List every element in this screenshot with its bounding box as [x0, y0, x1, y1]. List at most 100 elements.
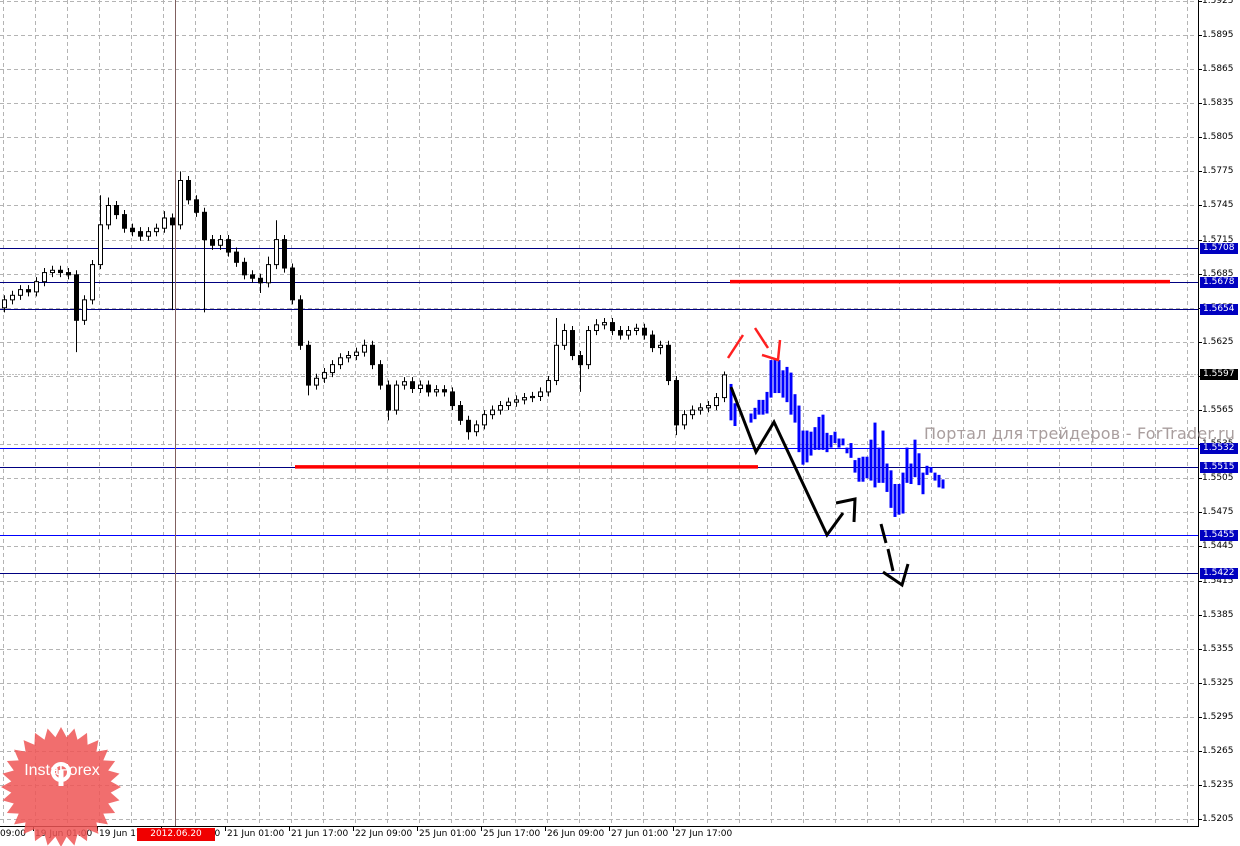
candle-body — [234, 251, 239, 263]
candle-body — [218, 239, 223, 246]
candle — [234, 247, 239, 267]
candle-body — [346, 355, 351, 359]
projection-bar — [941, 479, 945, 489]
price-tick-label: 1.5895 — [1202, 29, 1234, 40]
gear-icon — [51, 762, 71, 786]
candle — [466, 415, 471, 440]
candle — [482, 410, 487, 430]
red-zone-lines — [295, 279, 1170, 469]
projection-bar — [881, 430, 885, 483]
candle — [138, 227, 143, 241]
red-mark-3 — [761, 339, 782, 362]
price-tick-label: 1.5565 — [1202, 404, 1234, 415]
candle-body — [82, 299, 87, 321]
candle-body — [242, 261, 247, 276]
candle — [714, 393, 719, 411]
candle-body — [538, 391, 543, 397]
candle — [258, 273, 263, 294]
red-mark-1 — [726, 334, 745, 359]
candle-body — [298, 299, 303, 346]
candle-body — [426, 384, 431, 393]
candle — [634, 323, 639, 336]
projection-bar — [729, 383, 733, 421]
candle — [530, 391, 535, 403]
projection-bar — [793, 394, 797, 423]
watermark-text: Портал для трейдеров - ForTrader.ru — [924, 424, 1236, 443]
projection-bar — [773, 358, 777, 394]
candle — [18, 285, 23, 300]
candle-body — [266, 264, 271, 284]
candle-body — [490, 409, 495, 416]
candle — [274, 220, 279, 270]
candle-body — [706, 405, 711, 409]
candle-body — [626, 330, 631, 336]
price-tick-label: 1.5625 — [1202, 336, 1234, 347]
candle — [578, 350, 583, 392]
candle-body — [546, 380, 551, 393]
candle — [98, 195, 103, 270]
candle — [170, 213, 175, 311]
candle-body — [114, 205, 119, 216]
candle — [410, 377, 415, 394]
projection-bar — [885, 463, 889, 492]
candle-body — [466, 419, 471, 433]
candle — [418, 380, 423, 394]
price-level-label: 1.5422 — [1200, 568, 1238, 579]
candle-body — [498, 405, 503, 411]
time-tick-label: 21 Jun 17:00 — [291, 829, 349, 839]
candle — [34, 277, 39, 297]
time-tick-label: 09:00 — [0, 829, 26, 839]
candle-body — [98, 224, 103, 266]
candle — [194, 195, 199, 217]
candle-body — [122, 214, 127, 229]
projection-bar — [889, 470, 893, 508]
candle — [106, 197, 111, 230]
price-tick-label: 1.5445 — [1202, 540, 1234, 551]
projection-bar — [781, 370, 785, 398]
projection-bar — [845, 447, 849, 454]
candle — [626, 325, 631, 340]
time-tick-label: 22 Jun 09:00 — [355, 829, 413, 839]
candle — [58, 265, 63, 278]
candle — [42, 268, 47, 287]
candle — [242, 257, 247, 280]
candle — [226, 235, 231, 257]
candle — [338, 353, 343, 370]
candle — [82, 295, 87, 325]
candle — [250, 270, 255, 283]
price-level-label: 1.5532 — [1200, 443, 1238, 454]
candle — [546, 376, 551, 397]
candle — [218, 235, 223, 250]
price-level-label: 1.5708 — [1200, 243, 1238, 254]
projection-bar — [837, 438, 841, 448]
candle — [474, 420, 479, 437]
dashed-forecast-1 — [879, 523, 888, 544]
candle — [562, 323, 567, 350]
candle-body — [618, 330, 623, 336]
projection-bar — [817, 416, 821, 450]
projection-bar — [777, 360, 781, 394]
time-tick-label: 25 Jun 01:00 — [419, 829, 477, 839]
time-tick-label: 19 Jun 17:00 — [99, 829, 157, 839]
projection-bar — [805, 430, 809, 463]
candle — [570, 325, 575, 361]
instaforex-logo — [1, 727, 121, 846]
projection-bar — [909, 463, 913, 484]
projection-bar — [813, 427, 817, 450]
projection-bar — [861, 456, 865, 482]
candle — [722, 371, 727, 403]
candle — [698, 403, 703, 415]
time-tick-label: 27 Jun 01:00 — [611, 829, 669, 839]
candle-body — [402, 381, 407, 386]
red-mark-2 — [753, 327, 770, 349]
projection-bar — [853, 460, 857, 473]
candle-body — [106, 205, 111, 226]
candle — [146, 227, 151, 241]
projection-bar — [801, 430, 805, 465]
annotation-arrows — [726, 327, 910, 588]
candle — [506, 397, 511, 411]
candle-body — [722, 374, 727, 399]
candle-body — [250, 274, 255, 279]
